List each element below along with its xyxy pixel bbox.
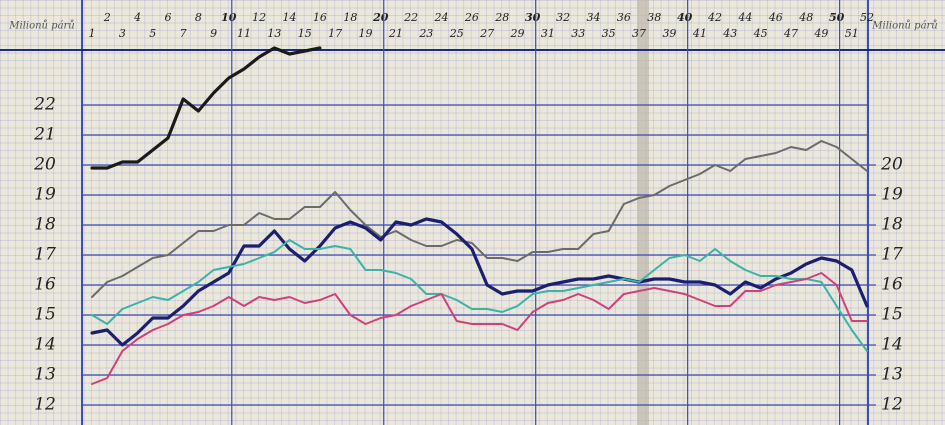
page-fold [637, 0, 649, 425]
x-tick-label: 26 [464, 11, 479, 24]
x-tick-label: 43 [722, 27, 737, 40]
x-tick-label: 9 [210, 27, 217, 40]
x-tick-label: 18 [343, 11, 357, 24]
x-tick-label: 51 [845, 27, 859, 40]
x-tick-label: 21 [388, 27, 403, 40]
y-tick-label: 22 [33, 95, 56, 115]
y2-tick-label: 15 [881, 305, 903, 325]
data-line [90, 217, 869, 347]
x-tick-label: 46 [768, 11, 783, 24]
x-tick-label: 32 [556, 11, 570, 24]
x-tick-label: 45 [753, 27, 768, 40]
x-tick-label: 19 [359, 27, 373, 40]
x-tick-label: 23 [418, 27, 433, 40]
data-line [91, 272, 868, 385]
x-tick-label: 11 [237, 27, 251, 40]
x-tick-label: 2 [103, 11, 111, 24]
y-tick-label: 20 [33, 155, 56, 175]
y2-tick-label: 17 [881, 245, 903, 265]
x-tick-label: 16 [313, 11, 327, 24]
x-tick-label: 35 [602, 27, 616, 40]
x-tick-label: 37 [632, 27, 646, 40]
x-tick-label: 44 [737, 11, 752, 24]
y-tick-label: 21 [33, 125, 56, 145]
x-tick-label: 52 [860, 11, 874, 24]
x-tick-label: 4 [133, 11, 141, 24]
x-tick-label: 10 [221, 11, 237, 24]
x-tick-label: 36 [617, 11, 631, 24]
x-tick-label: 41 [692, 27, 707, 40]
x-tick-label: 27 [479, 27, 494, 40]
data-line [90, 46, 322, 170]
y-tick-label: 18 [34, 215, 56, 235]
x-tick-label: 20 [372, 11, 389, 24]
x-tick-label: 6 [164, 11, 171, 24]
y2-axis-label: Milionů párů [871, 20, 938, 32]
y-tick-label: 12 [34, 395, 56, 415]
data-line [91, 239, 868, 352]
x-tick-label: 31 [541, 27, 555, 40]
y-tick-label: 14 [34, 335, 56, 355]
x-tick-label: 28 [494, 11, 509, 24]
y-tick-label: 17 [34, 245, 56, 265]
y2-tick-label: 16 [881, 275, 903, 295]
x-tick-label: 39 [662, 27, 676, 40]
x-tick-label: 42 [707, 11, 722, 24]
y-tick-label: 19 [34, 185, 56, 205]
y-tick-label: 15 [34, 305, 56, 325]
y-axis-label: Milionů párů [8, 20, 75, 32]
x-tick-label: 1 [89, 27, 96, 40]
data-line [91, 140, 868, 298]
x-tick-label: 8 [195, 11, 202, 24]
x-tick-label: 15 [298, 27, 312, 40]
y2-tick-label: 14 [881, 335, 903, 355]
x-tick-label: 25 [449, 27, 464, 40]
y2-tick-label: 18 [881, 215, 903, 235]
x-tick-label: 49 [813, 27, 828, 40]
x-tick-label: 33 [571, 27, 585, 40]
y2-tick-label: 20 [880, 155, 903, 175]
x-tick-label: 3 [119, 27, 126, 40]
x-tick-label: 22 [403, 11, 418, 24]
x-tick-label: 34 [586, 11, 600, 24]
x-tick-label: 24 [434, 11, 449, 24]
y2-tick-label: 13 [881, 365, 903, 385]
x-tick-label: 40 [677, 11, 693, 24]
y2-tick-label: 19 [881, 185, 903, 205]
x-tick-label: 12 [252, 11, 266, 24]
x-tick-label: 30 [525, 11, 541, 24]
x-tick-label: 5 [149, 27, 156, 40]
x-tick-label: 38 [647, 11, 661, 24]
x-tick-label: 29 [509, 27, 524, 40]
x-tick-label: 14 [283, 11, 297, 24]
y-tick-label: 16 [34, 275, 56, 295]
x-tick-label: 17 [328, 27, 342, 40]
x-tick-label: 50 [829, 11, 845, 24]
x-tick-label: 13 [267, 27, 281, 40]
x-tick-label: 7 [180, 27, 187, 40]
x-tick-label: 47 [783, 27, 798, 40]
y2-tick-label: 12 [881, 395, 903, 415]
y-tick-label: 13 [34, 365, 56, 385]
x-tick-label: 48 [798, 11, 813, 24]
